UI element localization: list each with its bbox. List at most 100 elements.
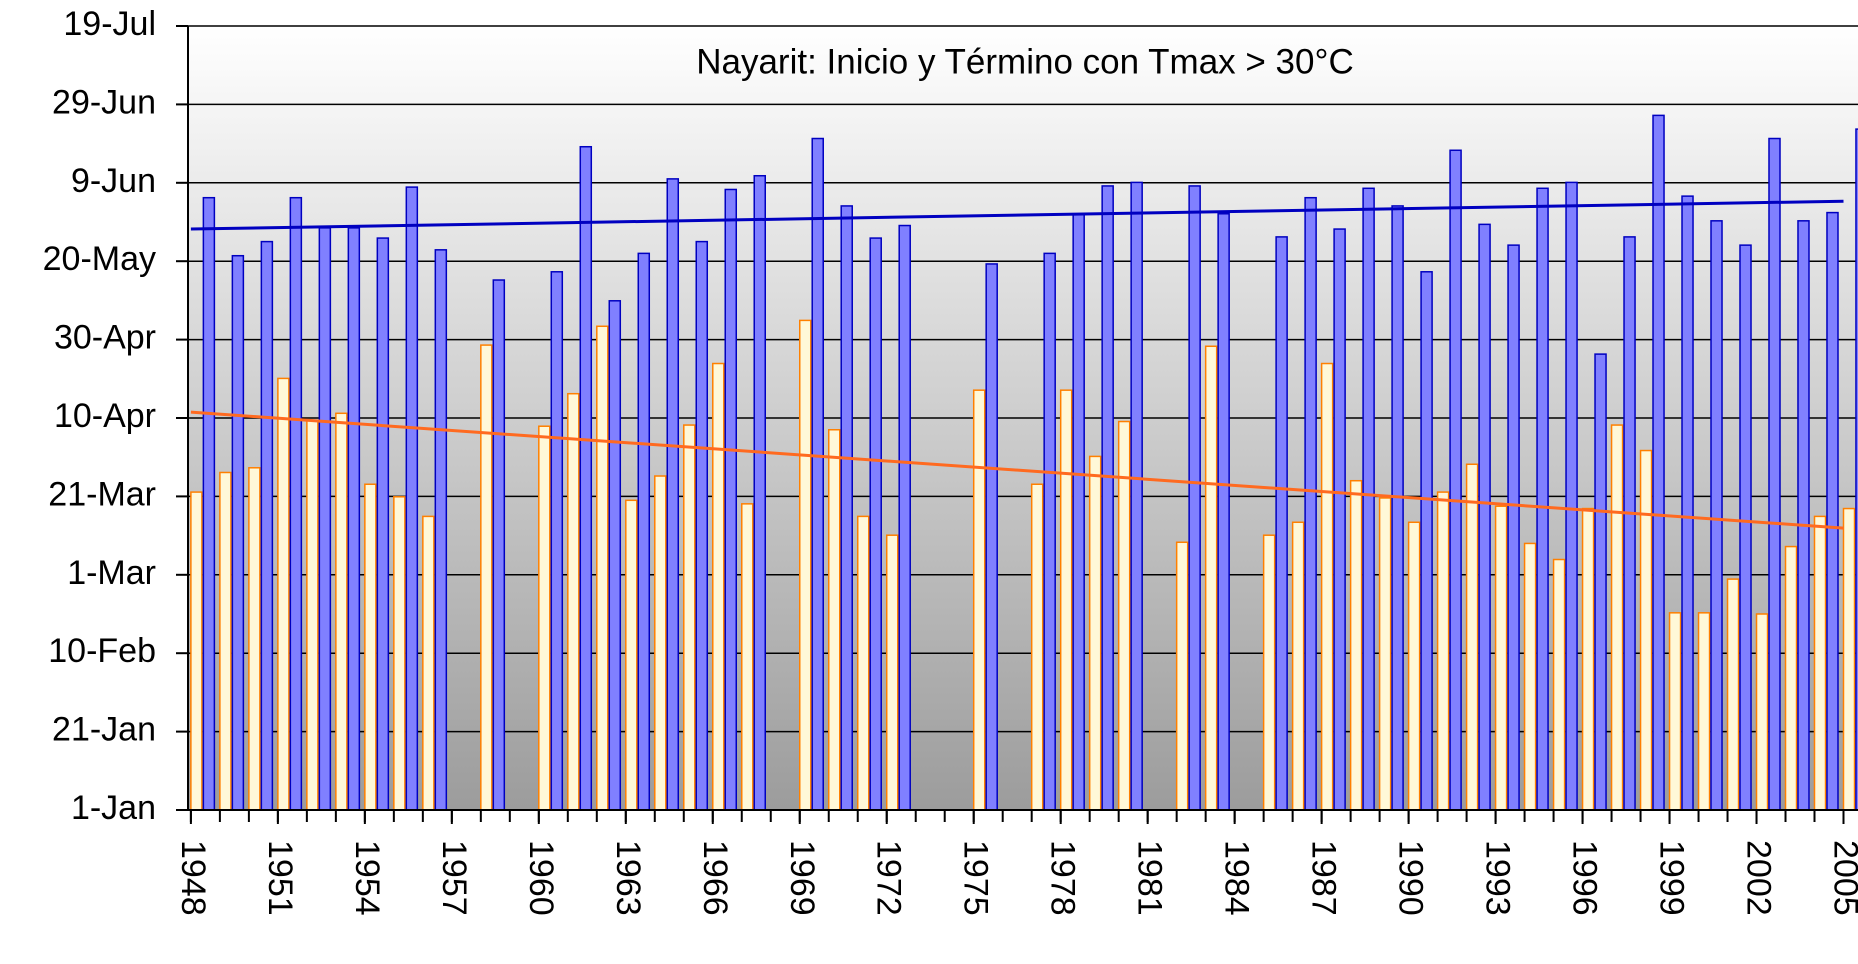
bar [596,325,609,811]
bar [1072,213,1085,811]
y-tick-label: 9-Jun [71,162,156,200]
bar [666,178,680,811]
bar [277,377,290,811]
bar [376,237,390,811]
bar [885,534,899,811]
bar [190,491,203,811]
bar [1349,479,1363,811]
bar [1030,483,1044,811]
bar [1217,213,1230,811]
bar [1552,558,1566,811]
bar [1726,578,1740,811]
bar [1362,187,1375,811]
y-tick-label: 1-Mar [67,554,156,592]
bar [1088,455,1102,811]
bar [405,186,419,811]
bar [1494,505,1508,811]
bar [1291,521,1305,811]
x-tick-label: 2002 [1740,840,1778,916]
bar [1320,362,1334,811]
y-tick-label: 29-Jun [52,83,156,121]
bar [637,252,651,811]
trend-line [190,199,1844,231]
bar [683,424,696,811]
y-tick-label: 21-Jan [52,711,156,749]
bar [1610,424,1624,811]
x-tick-label: 2005 [1827,840,1858,916]
bar [1117,420,1131,811]
bar [1739,244,1752,811]
chart-title: Nayarit: Inicio y Término con Tmax > 30°… [696,42,1354,81]
bar [1826,211,1839,811]
bar [1130,181,1143,811]
bar [840,205,853,811]
y-tick-label: 10-Apr [54,397,156,435]
bar [827,429,841,811]
bar [625,499,638,811]
bar [1681,195,1694,811]
bar [753,174,767,811]
bar [1436,491,1450,811]
bar [741,503,754,811]
bar [1639,449,1653,811]
bar [393,496,406,811]
bar [1813,515,1827,811]
bar [1855,128,1858,811]
bar [364,483,377,811]
bar [550,271,564,811]
bar [654,475,667,811]
bar [306,419,319,811]
bar [318,227,332,811]
x-tick-label: 1963 [609,840,647,916]
bar [480,344,493,811]
bar [1304,196,1317,811]
bar [1668,612,1682,811]
bar [1710,220,1723,811]
bar [1188,185,1201,811]
bar [1594,353,1607,811]
x-tick-label: 1975 [957,840,995,916]
y-tick-label: 19-Jul [63,5,156,43]
bar [1652,114,1665,811]
bar [1059,389,1073,811]
bar [1697,612,1711,811]
bar [972,389,986,811]
x-tick-label: 1984 [1218,840,1256,916]
x-tick-label: 1990 [1392,840,1430,916]
bar [1784,545,1798,811]
bar [811,137,824,811]
bar [1391,205,1404,811]
bar [335,412,348,811]
y-tick-label: 1-Jan [71,789,156,827]
bar [1478,223,1491,811]
bar [1755,613,1769,811]
x-tick-label: 1960 [522,840,560,916]
x-tick-label: 1951 [261,840,299,916]
x-tick-label: 1957 [435,840,473,916]
bar [434,249,448,811]
bar [1420,271,1433,811]
bar [579,145,593,811]
y-tick-label: 21-Mar [48,475,156,513]
bar [1581,507,1595,811]
bar [492,279,506,811]
bar [1449,149,1462,811]
x-tick-label: 1981 [1131,840,1169,916]
bar [712,362,725,811]
bar [248,467,261,811]
x-tick-label: 1966 [696,840,734,916]
x-tick-label: 1954 [348,840,386,916]
bar [538,425,551,811]
bar [1378,497,1392,811]
bar [231,254,245,811]
bar [1842,507,1856,811]
bar [1204,345,1218,811]
x-tick-label: 1978 [1044,840,1082,916]
bar [869,237,882,811]
y-tick-label: 10-Feb [48,632,156,670]
x-tick-label: 1969 [783,840,821,916]
bar [1407,521,1421,811]
x-tick-label: 1996 [1566,840,1604,916]
bar [799,319,812,811]
